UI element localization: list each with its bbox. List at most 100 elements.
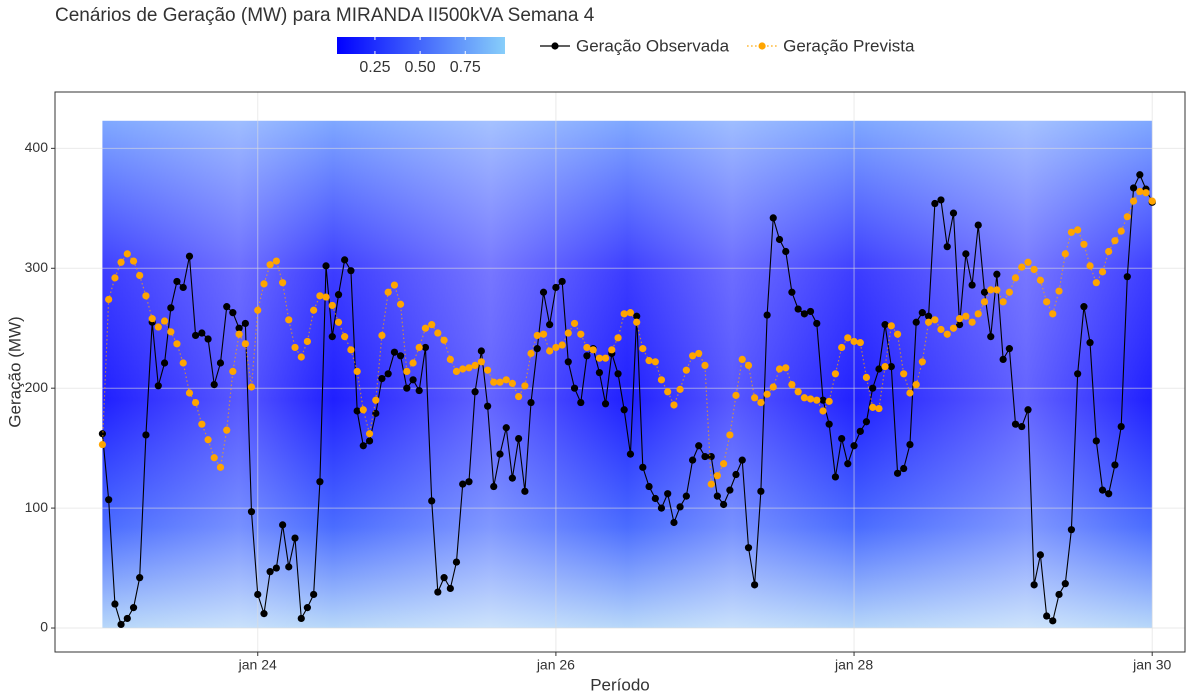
data-point [365,437,374,445]
data-point [1074,226,1082,234]
data-point [1043,298,1051,306]
data-point [1105,247,1113,256]
data-point [1036,551,1044,559]
data-point [372,396,380,404]
data-point [415,386,423,395]
data-point [1117,227,1125,235]
data-point [241,319,249,328]
data-point [154,323,162,331]
data-point [651,358,659,366]
data-point [819,407,827,415]
data-point [912,318,920,326]
data-point [434,329,442,337]
data-point [160,317,169,325]
data-point [490,378,498,386]
data-point [235,330,243,338]
data-point [949,209,958,217]
data-point [322,293,330,301]
data-point [639,345,647,353]
data-point [1067,228,1076,236]
data-point [254,306,262,314]
data-point [1011,420,1020,428]
data-point [334,318,343,326]
data-point [173,340,181,348]
data-point [751,394,759,402]
data-point [291,534,299,542]
y-tick-label: 400 [25,139,49,155]
data-point [943,330,951,338]
data-point [291,343,299,352]
data-point [1049,617,1057,625]
data-point [129,604,138,612]
data-point [1030,265,1038,274]
data-point [918,309,926,317]
data-point [185,389,194,397]
data-point [806,395,815,403]
data-point [912,380,920,389]
data-point [856,339,864,347]
data-point [689,352,697,360]
data-point [887,363,895,371]
data-point [229,309,237,317]
data-point [788,288,796,296]
data-point [738,355,746,364]
data-point [763,311,771,319]
data-point [477,347,485,355]
data-point [359,406,367,414]
data-point [558,341,566,349]
data-point [421,343,430,352]
data-point [707,480,715,488]
data-point [378,331,386,340]
data-point [285,563,293,571]
data-point [564,329,572,337]
data-point [316,478,324,486]
data-point [844,334,852,342]
data-point [266,261,274,269]
data-point [210,380,218,389]
data-point [943,243,951,251]
data-point [1123,213,1131,221]
data-point [1005,345,1013,353]
data-point [546,321,554,329]
data-point [179,283,187,292]
data-point [993,286,1001,294]
data-point [1105,490,1113,498]
data-point [521,487,529,495]
data-point [769,383,777,391]
data-point [390,348,399,356]
data-point [893,330,902,338]
data-point [850,337,858,346]
data-point [993,270,1001,278]
y-tick-label: 100 [25,499,49,515]
data-point [105,295,113,304]
data-point [980,298,989,306]
data-point [167,304,175,312]
data-point [633,318,641,326]
x-tick-label: jan 24 [238,657,277,673]
data-point [1036,276,1044,284]
data-point [1123,273,1131,281]
data-point [1111,237,1119,245]
data-point [862,418,871,426]
data-point [1148,197,1156,205]
colorbar-label: 0.75 [450,59,481,76]
data-point [980,288,989,296]
data-point [601,354,610,362]
data-point [1136,171,1144,179]
data-point [471,361,479,370]
data-point [198,329,206,337]
data-point [794,305,802,313]
data-point [260,280,268,288]
data-point [869,384,877,392]
data-point [403,367,411,376]
data-point [160,359,169,367]
data-point [185,252,194,260]
data-point [260,610,268,618]
data-point [1024,406,1032,414]
data-point [1043,612,1051,620]
data-point [452,558,461,566]
data-point [527,398,535,407]
data-point [601,400,610,408]
data-point [881,363,889,371]
data-point [819,396,827,404]
